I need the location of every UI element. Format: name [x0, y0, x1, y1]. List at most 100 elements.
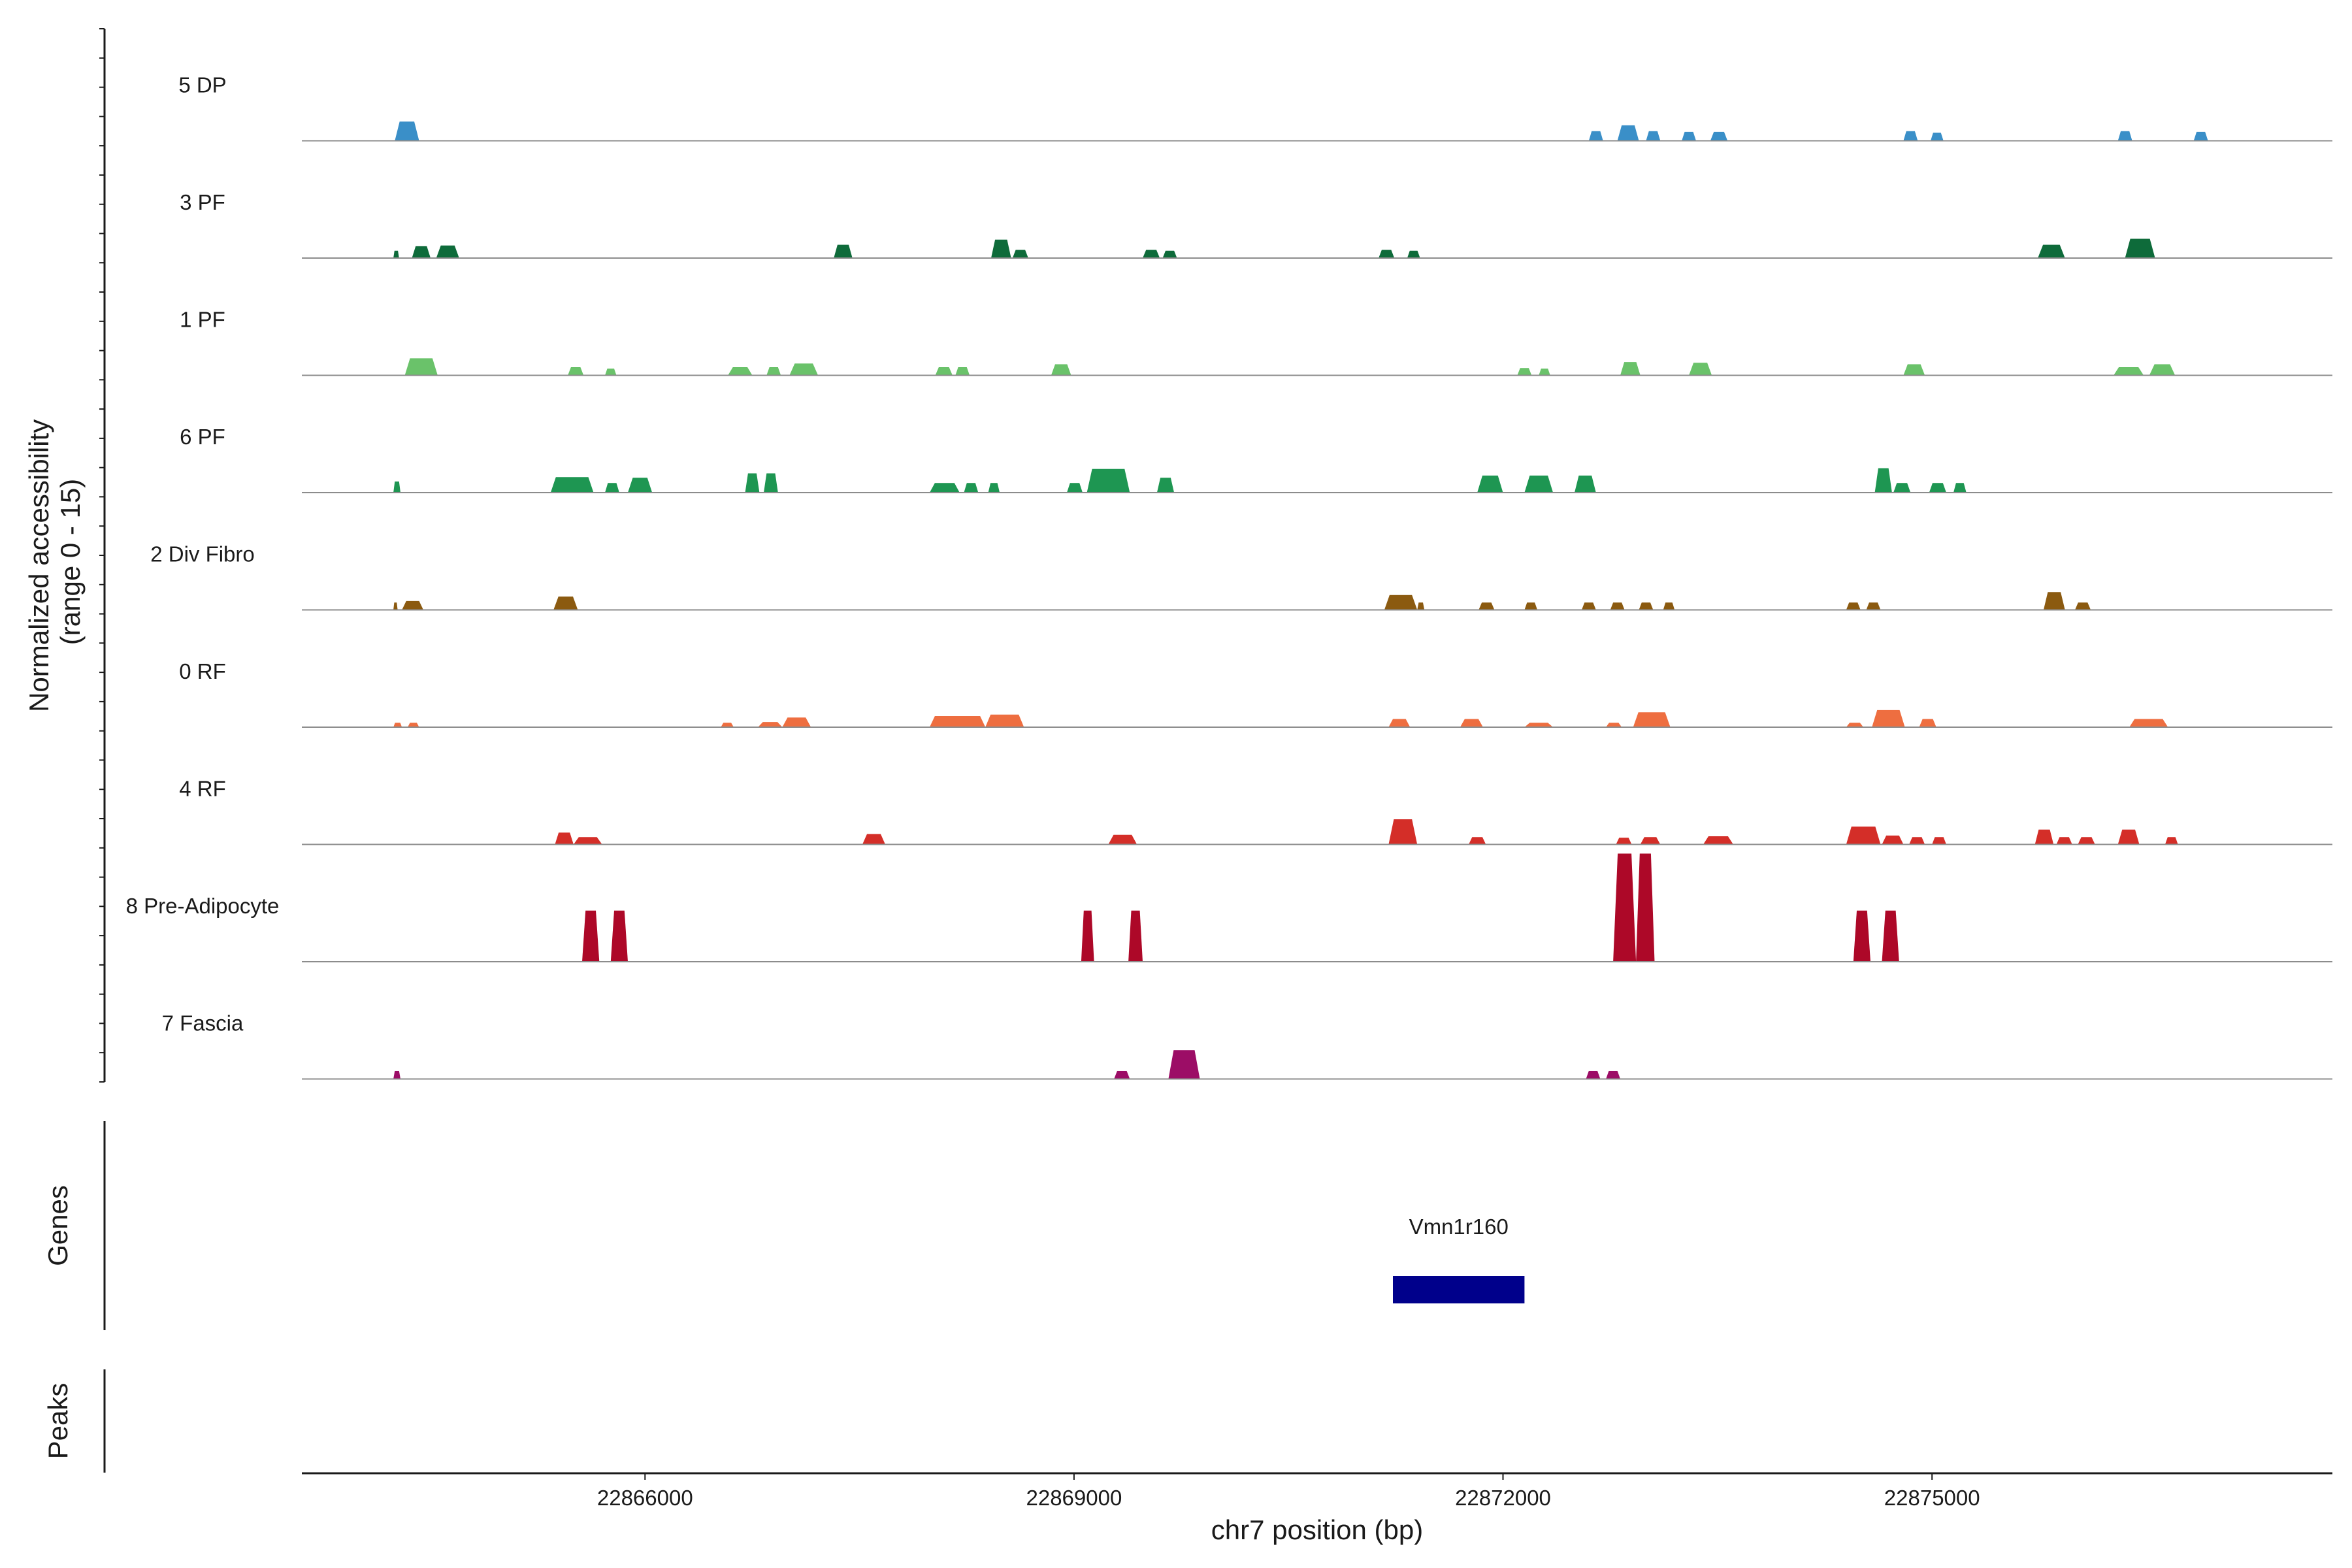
peak-6-pf-8: [964, 483, 979, 493]
peak-2-div-fibro-15: [2075, 602, 2091, 610]
peak-8-pre-adipocyte-2: [610, 910, 628, 962]
peak-8-pre-adipocyte-5: [1613, 853, 1637, 962]
peak-0-rf-8: [1388, 719, 1411, 727]
peak-3-pf-2: [412, 246, 431, 258]
peak-2-div-fibro-14: [2043, 592, 2065, 610]
peak-4-rf-18: [2164, 837, 2178, 845]
track-0-rf: 0 RF: [179, 659, 2332, 728]
track-label-0-rf: 0 RF: [179, 659, 226, 683]
x-tick-label-22872000: 22872000: [1455, 1486, 1551, 1510]
peak-4-rf-15: [2056, 837, 2072, 845]
peak-5-dp-5: [1682, 131, 1696, 141]
track-6-pf: 6 PF: [180, 425, 2332, 493]
peak-8-pre-adipocyte-8: [1882, 910, 1899, 962]
peak-6-pf-10: [1067, 483, 1083, 493]
peak-1-pf-5: [766, 367, 781, 376]
peak-6-pf-9: [988, 483, 1000, 493]
peak-5-dp-9: [2117, 131, 2132, 141]
peak-3-pf-9: [1379, 250, 1395, 258]
peak-1-pf-14: [1903, 364, 1925, 376]
peak-6-pf-6: [764, 473, 778, 493]
peak-1-pf-3: [605, 368, 617, 376]
peak-4-rf-2: [573, 837, 602, 845]
peak-1-pf-2: [568, 367, 584, 376]
gene-annotation: Vmn1r160: [1393, 1215, 1525, 1303]
peak-4-rf-10: [1846, 826, 1881, 845]
track-1-pf: 1 PF: [180, 308, 2332, 376]
peak-6-pf-15: [1575, 475, 1596, 493]
peak-7-fascia-5: [1606, 1071, 1620, 1079]
peak-0-rf-13: [1846, 723, 1864, 727]
track-4-rf: 4 RF: [179, 777, 2332, 845]
peak-2-div-fibro-10: [1639, 602, 1654, 610]
peak-7-fascia-4: [1586, 1071, 1601, 1079]
peak-1-pf-9: [1051, 364, 1071, 376]
peak-1-pf-8: [955, 367, 970, 376]
peak-0-rf-6: [929, 716, 986, 727]
left-axes: [99, 28, 106, 1473]
peak-8-pre-adipocyte-4: [1128, 910, 1143, 962]
peak-2-div-fibro-7: [1524, 602, 1538, 610]
peak-0-rf-1: [393, 723, 402, 727]
x-tick-label-22875000: 22875000: [1884, 1486, 1980, 1510]
peak-2-div-fibro-8: [1581, 602, 1596, 610]
peak-4-rf-6: [1469, 837, 1486, 845]
peak-5-dp-7: [1903, 131, 1918, 141]
peak-7-fascia-1: [393, 1071, 400, 1079]
track-7-fascia: 7 Fascia: [162, 1011, 2332, 1080]
peak-6-pf-12: [1156, 478, 1175, 493]
peak-0-rf-5: [782, 717, 811, 727]
peak-5-dp-4: [1646, 131, 1661, 141]
peak-3-pf-5: [991, 239, 1011, 258]
peak-6-pf-1: [393, 482, 400, 493]
track-label-6-pf: 6 PF: [180, 425, 225, 449]
peak-8-pre-adipocyte-3: [1081, 910, 1094, 962]
peak-0-rf-7: [985, 714, 1024, 727]
track-5-dp: 5 DP: [178, 73, 2332, 142]
x-tick-label-22866000: 22866000: [597, 1486, 693, 1510]
peak-5-dp-1: [395, 122, 419, 141]
peak-6-pf-17: [1893, 483, 1911, 493]
peak-1-pf-11: [1539, 368, 1550, 376]
y-axis-title-line2: (range 0 - 15): [55, 479, 86, 645]
track-label-8-pre-adipocyte: 8 Pre-Adipocyte: [126, 894, 280, 918]
peak-6-pf-16: [1874, 468, 1892, 493]
peak-3-pf-6: [1012, 250, 1028, 258]
peak-6-pf-4: [628, 478, 653, 493]
gene-vmn1r160-body: [1393, 1276, 1525, 1303]
peak-6-pf-3: [605, 483, 619, 493]
peak-5-dp-8: [1931, 133, 1944, 141]
peak-3-pf-10: [1407, 250, 1420, 258]
peak-6-pf-13: [1477, 475, 1503, 493]
track-3-pf: 3 PF: [180, 190, 2332, 259]
peak-4-rf-12: [1909, 837, 1925, 845]
track-label-2-div-fibro: 2 Div Fibro: [150, 542, 255, 566]
track-label-3-pf: 3 PF: [180, 190, 225, 214]
y-axis-title-line1: Normalized accessibility: [24, 419, 54, 712]
peak-2-div-fibro-4: [1384, 595, 1418, 610]
peak-2-div-fibro-12: [1846, 602, 1861, 610]
track-2-div-fibro: 2 Div Fibro: [150, 542, 2332, 611]
peak-4-rf-13: [1932, 837, 1946, 845]
track-label-1-pf: 1 PF: [180, 308, 225, 332]
peak-4-rf-3: [862, 834, 885, 845]
peak-0-rf-11: [1606, 723, 1622, 727]
peak-4-rf-14: [2034, 829, 2054, 845]
x-tick-label-22869000: 22869000: [1026, 1486, 1122, 1510]
peak-7-fascia-3: [1168, 1050, 1200, 1079]
peak-2-div-fibro-11: [1663, 602, 1675, 610]
peak-1-pf-6: [789, 363, 819, 376]
track-label-7-fascia: 7 Fascia: [162, 1011, 244, 1036]
peak-4-rf-8: [1640, 837, 1661, 845]
track-8-pre-adipocyte: 8 Pre-Adipocyte: [126, 853, 2332, 962]
peak-5-dp-10: [2193, 131, 2208, 141]
peak-0-rf-10: [1524, 723, 1554, 727]
peak-2-div-fibro-5: [1417, 602, 1425, 610]
peak-1-pf-16: [2149, 364, 2176, 376]
peak-1-pf-4: [728, 367, 753, 376]
peak-5-dp-3: [1617, 125, 1639, 141]
peak-4-rf-4: [1108, 834, 1137, 845]
peak-0-rf-4: [758, 722, 783, 727]
peak-0-rf-9: [1460, 719, 1483, 727]
